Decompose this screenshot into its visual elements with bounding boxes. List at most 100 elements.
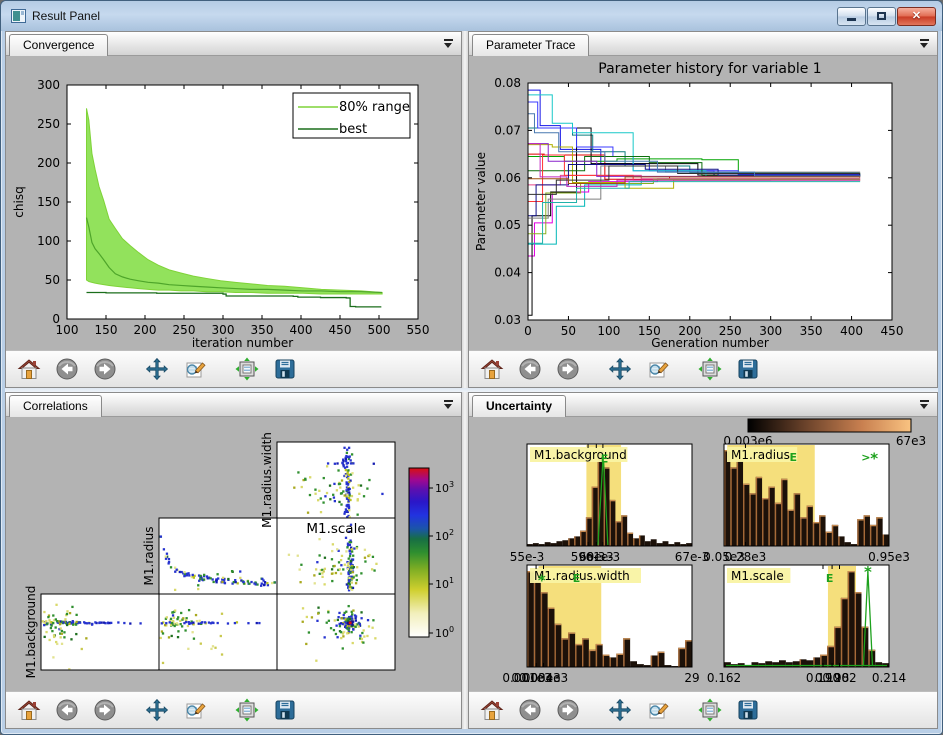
maximize-icon [877, 12, 886, 20]
correlations-plot[interactable]: M1.scaleM1.radius.widthM1.radiusM1.backg… [6, 417, 461, 691]
back-button[interactable] [516, 697, 543, 724]
edit-icon [183, 357, 207, 381]
svg-text:101: 101 [435, 576, 454, 591]
home-button[interactable] [478, 356, 505, 383]
svg-text:400: 400 [290, 323, 313, 337]
forward-button[interactable] [554, 697, 581, 724]
configure-subplots-button[interactable] [696, 356, 723, 383]
svg-text:0.004e3: 0.004e3 [519, 671, 568, 685]
trace-toolbar [469, 350, 937, 387]
edit-button[interactable] [181, 697, 208, 724]
convergence-plot[interactable]: 1001502002503003504004505005500501001502… [6, 56, 461, 350]
back-button[interactable] [516, 356, 543, 383]
svg-text:103: 103 [435, 480, 454, 495]
svg-text:0: 0 [52, 312, 60, 326]
minimize-button[interactable] [837, 7, 866, 26]
svg-text:29: 29 [684, 671, 699, 685]
svg-text:250: 250 [173, 323, 196, 337]
forward-button[interactable] [554, 356, 581, 383]
convergence-toolbar [6, 350, 461, 387]
svg-text:0.05: 0.05 [494, 218, 521, 232]
pan-button[interactable] [143, 697, 170, 724]
svg-text:Generation number: Generation number [651, 336, 769, 350]
svg-text:80% range: 80% range [339, 100, 410, 115]
edit-icon [646, 698, 670, 722]
save-button[interactable] [734, 697, 761, 724]
svg-text:0.03: 0.03 [494, 313, 521, 327]
forward-icon [93, 698, 117, 722]
save-button[interactable] [271, 356, 298, 383]
svg-text:M1.background: M1.background [534, 448, 627, 462]
panel-convergence: Convergence 1001502002503003504004505005… [5, 31, 462, 388]
back-icon [55, 357, 79, 381]
result-panel-window: Result Panel ✕ Convergence 100 150 200 250 3… [0, 0, 943, 735]
back-button[interactable] [53, 697, 80, 724]
svg-text:E: E [790, 451, 798, 464]
edit-button[interactable] [644, 697, 671, 724]
uncertainty-plot[interactable]: 0.003e667e3M1.backgroundE55e-359e-360e-3… [469, 417, 937, 691]
pan-icon [145, 357, 169, 381]
svg-text:E: E [826, 572, 834, 585]
edit-button[interactable] [181, 356, 208, 383]
home-button[interactable] [15, 356, 42, 383]
pan-button[interactable] [606, 697, 633, 724]
trace-plot[interactable]: 0501001502002503003504004500.030.040.050… [469, 56, 937, 350]
tab-correlations[interactable]: Correlations [9, 395, 102, 417]
save-icon [736, 698, 760, 722]
svg-text:0.04: 0.04 [494, 266, 521, 280]
tab-convergence[interactable]: Convergence [9, 34, 108, 56]
configure-subplots-button[interactable] [233, 356, 260, 383]
tab-list-button[interactable] [918, 39, 930, 50]
svg-text:350: 350 [251, 323, 274, 337]
configure-subplots-button[interactable] [696, 697, 723, 724]
svg-text:200: 200 [37, 156, 60, 170]
svg-text:450: 450 [329, 323, 352, 337]
svg-text:67e3: 67e3 [896, 434, 926, 448]
tab-uncertainty[interactable]: Uncertainty [472, 395, 566, 417]
tab-list-button[interactable] [442, 39, 454, 50]
svg-text:0: 0 [524, 324, 532, 338]
home-icon [17, 698, 41, 722]
edit-button[interactable] [644, 356, 671, 383]
correlations-canvas[interactable]: M1.scaleM1.radius.widthM1.radiusM1.backg… [6, 417, 461, 691]
home-button[interactable] [15, 697, 42, 724]
tab-list-button[interactable] [918, 400, 930, 411]
svg-text:100: 100 [435, 625, 454, 640]
pan-icon [608, 698, 632, 722]
svg-text:100: 100 [37, 234, 60, 248]
trace-canvas[interactable]: 0501001502002503003504004500.030.040.050… [469, 56, 937, 350]
save-button[interactable] [271, 697, 298, 724]
configure-subplots-button[interactable] [233, 697, 260, 724]
svg-text:250: 250 [37, 117, 60, 131]
svg-text:0.95e3: 0.95e3 [868, 550, 910, 564]
tab-parameter-trace[interactable]: Parameter Trace [472, 34, 589, 56]
edit-icon [646, 357, 670, 381]
save-button[interactable] [734, 356, 761, 383]
pan-button[interactable] [143, 356, 170, 383]
correlations-toolbar [6, 691, 461, 728]
back-button[interactable] [53, 356, 80, 383]
app-icon [11, 9, 26, 23]
svg-text:150: 150 [37, 195, 60, 209]
svg-text:550: 550 [407, 323, 430, 337]
back-icon [518, 698, 542, 722]
titlebar[interactable]: Result Panel ✕ [1, 1, 942, 31]
svg-text:350: 350 [800, 324, 823, 338]
save-icon [736, 357, 760, 381]
svg-text:0.08: 0.08 [494, 76, 521, 90]
home-button[interactable] [478, 697, 505, 724]
close-button[interactable]: ✕ [897, 7, 936, 26]
svg-text:0.06: 0.06 [494, 171, 521, 185]
uncertainty-canvas[interactable]: 0.003e667e3M1.backgroundE55e-359e-360e-3… [469, 417, 937, 691]
svg-text:0.214: 0.214 [872, 671, 906, 685]
forward-button[interactable] [91, 697, 118, 724]
forward-icon [556, 698, 580, 722]
maximize-button[interactable] [867, 7, 896, 26]
forward-button[interactable] [91, 356, 118, 383]
pan-button[interactable] [606, 356, 633, 383]
panel-correlations: Correlations M1.scaleM1.radius.widthM1.r… [5, 392, 462, 729]
panel-parameter-trace: Parameter Trace 050100150200250300350400… [468, 31, 938, 388]
tab-list-button[interactable] [442, 400, 454, 411]
convergence-canvas[interactable]: 1001502002503003504004505005500501001502… [6, 56, 461, 350]
svg-text:M1.radius: M1.radius [142, 527, 156, 586]
